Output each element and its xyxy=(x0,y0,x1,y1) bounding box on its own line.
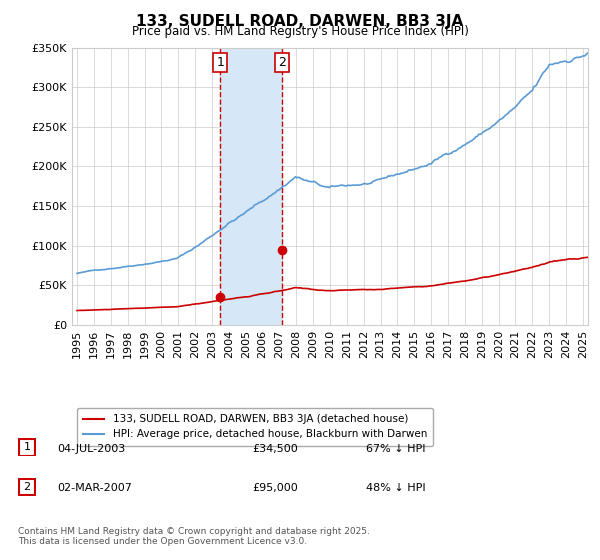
Bar xyxy=(220,48,282,325)
Text: 1: 1 xyxy=(217,56,224,69)
Text: 48% ↓ HPI: 48% ↓ HPI xyxy=(366,483,425,493)
Text: 2: 2 xyxy=(278,56,286,69)
Text: £95,000: £95,000 xyxy=(252,483,298,493)
Text: 133, SUDELL ROAD, DARWEN, BB3 3JA: 133, SUDELL ROAD, DARWEN, BB3 3JA xyxy=(136,14,464,29)
FancyBboxPatch shape xyxy=(19,440,35,455)
Text: 02-MAR-2007: 02-MAR-2007 xyxy=(57,483,132,493)
Text: 67% ↓ HPI: 67% ↓ HPI xyxy=(366,444,425,454)
Text: Contains HM Land Registry data © Crown copyright and database right 2025.
This d: Contains HM Land Registry data © Crown c… xyxy=(18,526,370,546)
Text: £34,500: £34,500 xyxy=(252,444,298,454)
Text: 04-JUL-2003: 04-JUL-2003 xyxy=(57,444,125,454)
FancyBboxPatch shape xyxy=(19,479,35,494)
Text: 2: 2 xyxy=(23,482,31,492)
Text: 1: 1 xyxy=(23,442,31,452)
Legend: 133, SUDELL ROAD, DARWEN, BB3 3JA (detached house), HPI: Average price, detached: 133, SUDELL ROAD, DARWEN, BB3 3JA (detac… xyxy=(77,408,433,446)
Text: Price paid vs. HM Land Registry's House Price Index (HPI): Price paid vs. HM Land Registry's House … xyxy=(131,25,469,38)
